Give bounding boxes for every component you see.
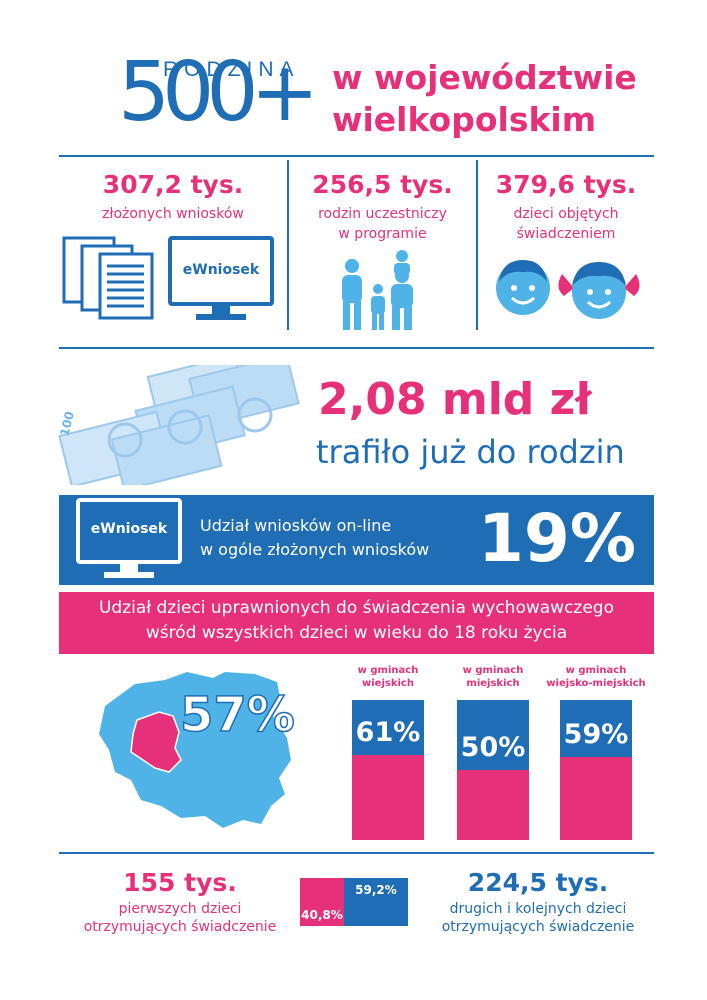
- column-remaining: [560, 700, 632, 757]
- next-children-label-2: otrzymujących świadczenie: [441, 919, 635, 935]
- share-text-line-2: wśród wszystkich dzieci w wieku do 18 ro…: [145, 623, 568, 643]
- next-children-block: 224,5 tys. drugich i kolejnych dzieci ot…: [418, 868, 658, 935]
- family-icon: [342, 250, 413, 330]
- split-next-bar: [344, 878, 408, 926]
- column-header-line-1: w gminach: [462, 665, 524, 676]
- column-percent-3: 59%: [563, 719, 629, 750]
- column-header-line-2: wiejsko-miejskich: [546, 678, 646, 689]
- column-bar-3: [560, 700, 632, 840]
- monitor-icon: [168, 236, 274, 320]
- column-percent-2: 50%: [460, 732, 526, 763]
- title-line-2: wielkopolskim: [332, 100, 597, 139]
- divider-vertical-1: [287, 160, 289, 330]
- split-next-label: 59,2%: [355, 883, 397, 897]
- svg-text:100: 100: [57, 410, 77, 438]
- stat-children-label-2: świadczeniem: [516, 226, 616, 242]
- column-bar-1: [352, 700, 424, 840]
- column-header-1: w gminach wiejskich: [338, 664, 438, 690]
- stat-applications-value: 307,2 tys.: [102, 170, 244, 199]
- column-percent-1: 61%: [355, 717, 421, 748]
- next-children-label-1: drugich i kolejnych dzieci: [449, 901, 627, 917]
- column-header-line-2: miejskich: [466, 678, 520, 689]
- stat-applications-label: złożonych wniosków: [102, 206, 244, 222]
- amount-label: trafiło już do rodzin: [316, 433, 625, 471]
- split-first-bar: [300, 878, 344, 926]
- amount-value: 2,08 mld zł: [318, 374, 592, 425]
- column-fill: [457, 770, 529, 840]
- first-children-label-1: pierwszych dzieci: [118, 901, 242, 917]
- share-band: [59, 592, 654, 654]
- next-children-value: 224,5 tys.: [467, 868, 609, 897]
- online-monitor-label: eWniosek: [90, 521, 168, 537]
- split-first-label: 40,8%: [301, 908, 343, 922]
- divider-top: [59, 155, 654, 157]
- column-header-line-1: w gminach: [357, 665, 419, 676]
- column-bar-2: [457, 700, 529, 840]
- stat-families-label-2: w programie: [338, 226, 427, 242]
- divider-vertical-2: [476, 160, 478, 330]
- divider-middle: [59, 347, 654, 349]
- divider-bottom: [59, 852, 654, 854]
- column-header-line-2: wiejskich: [362, 678, 414, 689]
- stat-families-label-1: rodzin uczestniczy: [318, 206, 447, 222]
- first-children-value: 155 tys.: [123, 868, 237, 897]
- online-text-line-1: Udział wniosków on-line: [200, 516, 392, 535]
- column-header-2: w gminach miejskich: [443, 664, 543, 690]
- column-header-line-1: w gminach: [565, 665, 627, 676]
- poland-map: [99, 672, 291, 828]
- documents-icon: [62, 236, 154, 320]
- logo-number: 500+: [118, 45, 319, 140]
- column-remaining: [457, 700, 529, 770]
- stat-families-value: 256,5 tys.: [312, 170, 453, 199]
- stat-children-label-1: dzieci objętych: [513, 206, 619, 222]
- online-text-line-2: w ogóle złożonych wniosków: [200, 540, 430, 559]
- online-monitor-icon: [76, 498, 182, 578]
- title-line-1: w województwie: [332, 58, 637, 97]
- boy-face-icon: [496, 260, 550, 315]
- region-percent: 57%: [179, 686, 295, 744]
- share-text-line-1: Udział dzieci uprawnionych do świadczeni…: [98, 598, 614, 618]
- first-children-block: 155 tys. pierwszych dzieci otrzymujących…: [60, 868, 300, 935]
- column-fill: [560, 757, 632, 840]
- column-remaining: [352, 700, 424, 755]
- stat-children-value: 379,6 tys.: [495, 170, 637, 199]
- column-fill: [352, 755, 424, 840]
- online-percent: 19%: [478, 500, 636, 577]
- first-children-label-2: otrzymujących świadczenie: [83, 919, 277, 935]
- monitor-label: eWniosek: [182, 262, 260, 278]
- girl-face-icon: [558, 262, 640, 319]
- logo-word: RODZINA: [163, 58, 300, 81]
- column-header-3: w gminach wiejsko-miejskich: [546, 664, 646, 690]
- banknotes-icon: 100: [57, 365, 300, 485]
